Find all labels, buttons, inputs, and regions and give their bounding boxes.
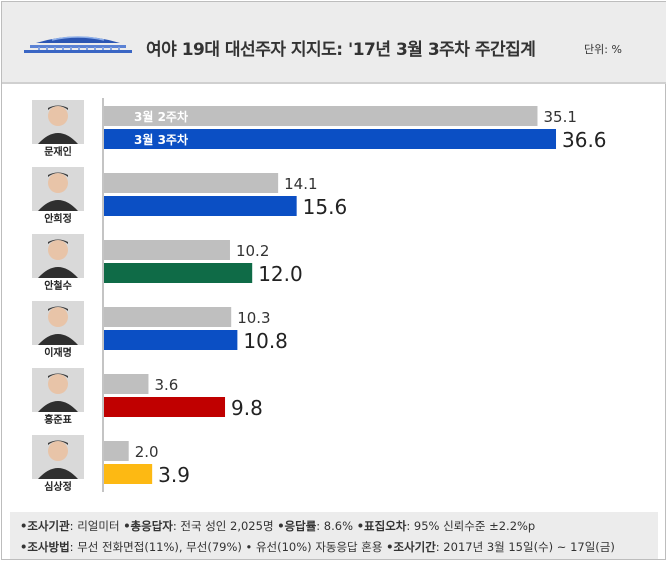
chart-title: 여야 19대 대선주자 지지도: '17년 3월 3주차 주간집계 (146, 40, 536, 60)
candidate-photo-suit-1 (38, 200, 78, 211)
candidate-photo-face-0 (48, 106, 68, 126)
bar-prev-0 (104, 106, 538, 126)
legend-label-prev: 3월 2주차 (134, 109, 188, 124)
candidate-photo-face-3 (48, 307, 68, 327)
value-label-prev-5: 2.0 (135, 443, 159, 461)
value-label-current-0: 36.6 (562, 128, 607, 152)
candidate-photo-face-2 (48, 240, 68, 260)
candidate-photo-hair-3 (48, 306, 68, 311)
candidate-photo-hair-5 (48, 440, 68, 445)
bar-prev-3 (104, 307, 232, 327)
value-label-current-2: 12.0 (258, 262, 303, 286)
candidate-photo-hair-2 (48, 239, 68, 244)
bar-prev-5 (104, 441, 129, 461)
footer-line2-value-1: : 2017년 3월 15일(수) ~ 17일(금) (435, 540, 615, 554)
footer-line-1: •조사기관: 리얼미터 •총응답자: 전국 성인 2,025명 •응답률: 8.… (20, 518, 535, 534)
candidate-photo-face-5 (48, 441, 68, 461)
bar-prev-2 (104, 240, 230, 260)
candidate-photo-hair-1 (48, 172, 68, 177)
candidate-photo-suit-5 (38, 468, 78, 479)
candidate-photo-suit-0 (38, 133, 78, 144)
value-label-current-3: 10.8 (243, 329, 288, 353)
footer-line1-label-3: •표집오차 (356, 519, 407, 533)
footer-line2-label-0: •조사방법 (20, 540, 70, 554)
candidate-photo-face-1 (48, 173, 68, 193)
footer-line1-value-2: : 8.6% (316, 519, 357, 533)
footer-line1-label-1: •총응답자 (123, 519, 173, 533)
bar-current-2 (104, 263, 253, 283)
bar-current-0 (104, 129, 557, 149)
value-label-prev-2: 10.2 (236, 242, 269, 260)
candidate-name-4: 홍준표 (44, 413, 72, 426)
value-label-prev-4: 3.6 (154, 376, 178, 394)
unit-label: 단위: % (584, 43, 622, 56)
footer-line1-value-3: : 95% 신뢰수준 ±2.2%p (406, 519, 536, 533)
candidate-photo-suit-4 (38, 401, 78, 412)
footer-line1-value-1: : 전국 성인 2,025명 (172, 519, 278, 533)
footer-line1-value-0: : 리얼미터 (69, 519, 124, 533)
bar-current-5 (104, 464, 153, 484)
footer-line-2: •조사방법: 무선 전화면접(11%), 무선(79%) • 유선(10%) 자… (20, 539, 615, 555)
footer-line1-label-2: •응답률 (277, 519, 317, 533)
candidate-photo-hair-4 (48, 373, 68, 378)
candidate-photo-suit-2 (38, 267, 78, 278)
value-label-prev-1: 14.1 (284, 175, 317, 193)
candidate-name-1: 안희정 (44, 212, 72, 225)
blue-house-logo (24, 36, 132, 53)
footer-line2-label-1: •조사기간 (386, 540, 436, 554)
candidate-photo-suit-3 (38, 334, 78, 345)
footer-line1-label-0: •조사기관 (20, 519, 70, 533)
bar-current-3 (104, 330, 238, 350)
bar-prev-4 (104, 374, 149, 394)
candidate-name-2: 안철수 (44, 279, 72, 292)
bar-current-4 (104, 397, 226, 417)
value-label-prev-0: 35.1 (543, 108, 576, 126)
footer-line2-value-0: : 무선 전화면접(11%), 무선(79%) • 유선(10%) 자동응답 혼… (69, 540, 387, 554)
candidate-name-0: 문재인 (44, 145, 72, 158)
candidate-name-5: 심상정 (44, 480, 72, 493)
survey-footer: •조사기관: 리얼미터 •총응답자: 전국 성인 2,025명 •응답률: 8.… (10, 512, 658, 559)
value-label-current-5: 3.9 (158, 463, 190, 487)
bar-current-1 (104, 196, 297, 216)
bar-prev-1 (104, 173, 279, 193)
candidate-name-3: 이재명 (44, 346, 72, 359)
legend-label-current: 3월 3주차 (134, 132, 188, 147)
candidate-photo-hair-0 (48, 105, 68, 110)
value-label-current-4: 9.8 (231, 396, 263, 420)
value-label-current-1: 15.6 (303, 195, 348, 219)
header: 여야 19대 대선주자 지지도: '17년 3월 3주차 주간집계 단위: % (2, 2, 666, 84)
value-label-prev-3: 10.3 (237, 309, 270, 327)
candidate-photo-face-4 (48, 374, 68, 394)
